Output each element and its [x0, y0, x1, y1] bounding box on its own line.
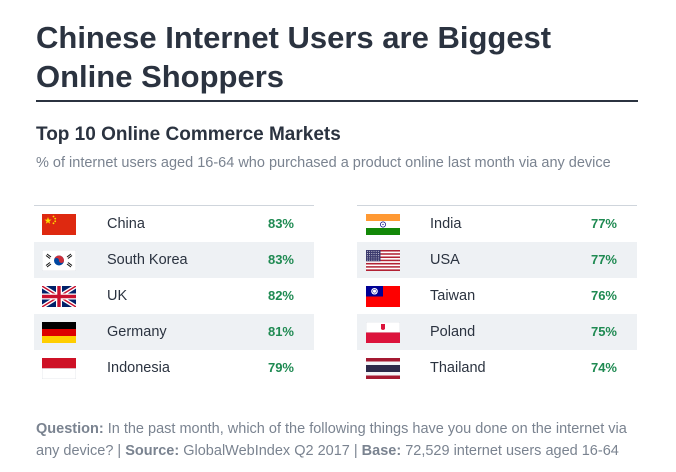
value-label: 83% [267, 216, 294, 231]
germany-flag-icon [42, 322, 76, 343]
country-name: Taiwan [430, 288, 476, 304]
value-label: 82% [267, 288, 294, 303]
thailand-flag-icon [366, 358, 400, 379]
country-name: UK [107, 288, 128, 304]
headline: Chinese Internet Users are Biggest Onlin… [36, 18, 636, 96]
china-flag-icon [42, 214, 76, 235]
footnote-question-label: Question: [36, 421, 104, 437]
headline-line-2: Online Shoppers [36, 59, 285, 94]
value-label: 79% [267, 360, 294, 375]
south-korea-flag-icon [41, 249, 77, 272]
table-column-right: India 77% USA 77% Taiwan 76% Poland 75% Thail… [357, 205, 637, 386]
value-label: 77% [590, 216, 617, 231]
footnote-base-text: 72,529 internet users aged 16-64 [401, 443, 619, 459]
table-row: USA 77% [357, 242, 637, 278]
country-name: Thailand [430, 360, 486, 376]
usa-flag-icon [366, 250, 400, 271]
footnote-source-text: GlobalWebIndex Q2 2017 | [179, 443, 362, 459]
country-name: South Korea [107, 252, 188, 268]
headline-divider [36, 100, 638, 102]
table-row: Poland 75% [357, 314, 637, 350]
table-row: UK 82% [34, 278, 314, 314]
table-row: Germany 81% [34, 314, 314, 350]
footnote: Question: In the past month, which of th… [36, 418, 646, 462]
chart-subtitle: % of internet users aged 16-64 who purch… [36, 155, 611, 171]
taiwan-flag-icon [366, 286, 400, 307]
footnote-base-label: Base: [361, 443, 402, 459]
table-rows: India 77% USA 77% Taiwan 76% Poland 75% Thail… [357, 206, 637, 386]
column-top-rule [34, 205, 314, 206]
chart-title: Top 10 Online Commerce Markets [36, 124, 341, 145]
poland-flag-icon [365, 321, 401, 343]
country-name: China [107, 216, 145, 232]
table-row: Indonesia 79% [34, 350, 314, 386]
table-row: China 83% [34, 206, 314, 242]
value-label: 81% [267, 324, 294, 339]
table-row: Taiwan 76% [357, 278, 637, 314]
country-name: USA [430, 252, 460, 268]
table-rows: China 83% South Korea 83% UK 82% Germany 81%… [34, 206, 314, 386]
headline-line-1: Chinese Internet Users are Biggest [36, 20, 552, 55]
value-label: 75% [590, 324, 617, 339]
uk-flag-icon [40, 284, 78, 309]
table-row: Thailand 74% [357, 350, 637, 386]
table-row: India 77% [357, 206, 637, 242]
table-row: South Korea 83% [34, 242, 314, 278]
value-label: 74% [590, 360, 617, 375]
country-name: Poland [430, 324, 476, 340]
table-column-left: China 83% South Korea 83% UK 82% Germany 81%… [34, 205, 314, 386]
footnote-source-label: Source: [125, 443, 180, 459]
country-name: India [430, 216, 462, 232]
value-label: 76% [590, 288, 617, 303]
footnote-question-text: In the past month, which of the followin… [36, 421, 627, 459]
column-top-rule [357, 205, 637, 206]
india-flag-icon [366, 214, 400, 235]
value-label: 77% [590, 252, 617, 267]
country-name: Indonesia [107, 360, 170, 376]
indonesia-flag-icon [41, 358, 77, 380]
country-name: Germany [107, 324, 167, 340]
value-label: 83% [267, 252, 294, 267]
